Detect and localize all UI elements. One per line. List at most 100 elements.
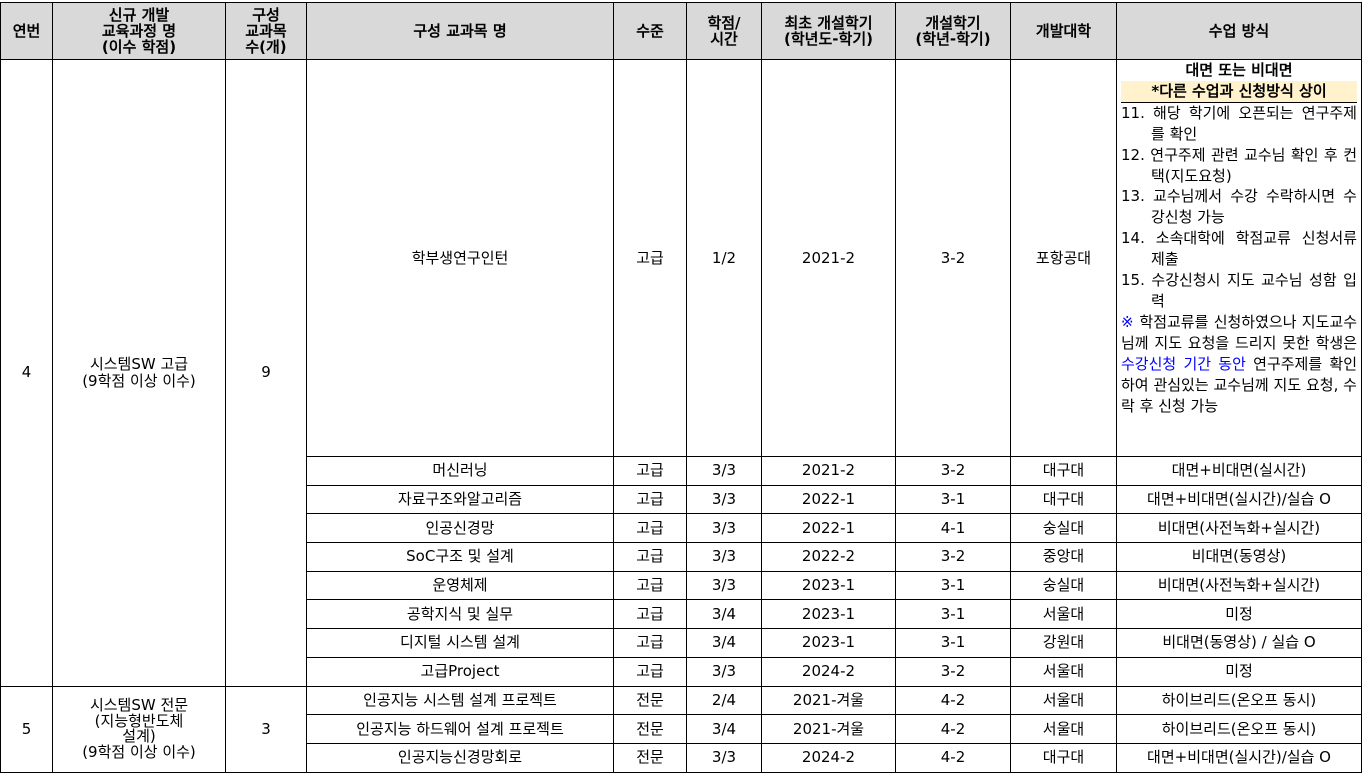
level: 고급 (613, 628, 687, 658)
level: 고급 (613, 513, 687, 544)
university: 대구대 (1010, 742, 1117, 773)
class-type: 비대면(사전녹화+실시간) (1116, 570, 1362, 601)
open-semester: 4-2 (895, 714, 1011, 744)
credit-hours: 3/3 (686, 656, 762, 687)
open-semester: 3-2 (895, 456, 1011, 486)
table-row: 4 시스템SW 고급 (9학점 이상 이수) 9 학부생연구인턴 고급 1/2 2021-2 3… (0, 59, 1362, 687)
open-semester: 3-1 (895, 570, 1011, 601)
class-type: 대면+비대면(실시간)/실습 O (1116, 484, 1362, 515)
program-title: 시스템SW 고급 (89, 354, 189, 373)
university: 대구대 (1010, 484, 1117, 515)
table-row: 고급Project 고급 3/3 2024-2 3-2 서울대 미정 (1, 656, 1362, 687)
table-row: SoC구조 및 설계 고급 3/3 2022-2 3-2 중앙대 비대면(동영상) (1, 542, 1362, 572)
credit-hours: 3/3 (686, 570, 762, 601)
class-type: 미정 (1116, 656, 1362, 687)
university: 서울대 (1010, 656, 1117, 687)
subject-name: 디지털 시스템 설계 (306, 628, 614, 658)
credit-hours: 3/3 (686, 484, 762, 515)
table-row: 인공지능신경망회로 전문 3/3 2024-2 4-2 대구대 대면+비대면(실시간)/실습… (1, 742, 1362, 773)
column-header: 연번 (0, 2, 53, 60)
column-header: 구성 교과목 명 (306, 2, 614, 60)
first-semester: 2023-1 (761, 599, 896, 630)
credit-hours: 2/4 (686, 685, 762, 716)
open-semester: 3-2 (895, 656, 1011, 687)
first-semester: 2024-2 (761, 742, 896, 773)
subject-name: 고급Project (306, 656, 614, 687)
column-header: 최초 개설학기 (학년도-학기) (761, 2, 896, 60)
column-header: 개발대학 (1010, 2, 1117, 60)
note-step: 15. 수강신청시 지도 교수님 성함 입력 (1121, 271, 1357, 310)
class-type: 대면+비대면(실시간) (1116, 456, 1362, 486)
subject-name: 운영체제 (306, 570, 614, 601)
program-credits: (9학점 이상 이수) (82, 743, 196, 762)
open-semester: 3-1 (895, 484, 1011, 515)
university: 강원대 (1010, 628, 1117, 658)
first-semester: 2022-1 (761, 513, 896, 544)
column-header: 신규 개발 교육과정 명 (이수 학점) (52, 2, 226, 60)
credit-hours: 3/3 (686, 742, 762, 773)
first-semester: 2022-1 (761, 484, 896, 515)
university: 서울대 (1010, 685, 1117, 716)
subject-name: 인공지능 시스템 설계 프로젝트 (306, 685, 614, 716)
open-semester: 4-2 (895, 742, 1011, 773)
credit-hours: 1/2 (686, 59, 762, 457)
table-row: 머신러닝 고급 3/3 2021-2 3-2 대구대 대면+비대면(실시간) (1, 456, 1362, 486)
class-type-note: 대면 또는 비대면 *다른 수업과 신청방식 상이 11. 해당 학기에 오픈되는 … (1116, 59, 1362, 457)
university: 숭실대 (1010, 513, 1117, 544)
first-semester: 2023-1 (761, 570, 896, 601)
open-semester: 3-2 (895, 542, 1011, 572)
subject-name: 인공지능신경망회로 (306, 742, 614, 773)
open-semester: 3-1 (895, 599, 1011, 630)
note-step: 14. 소속대학에 학점교류 신청서류 제출 (1121, 229, 1357, 269)
note-emphasis: 수강신청 기간 동안 (1121, 354, 1246, 373)
table-row: 인공신경망 고급 3/3 2022-1 4-1 숭실대 비대면(사전녹화+실시간) (1, 513, 1362, 544)
credit-hours: 3/4 (686, 599, 762, 630)
class-type: 대면+비대면(실시간)/실습 O (1116, 742, 1362, 773)
program-title: 시스템SW 전문 (89, 696, 189, 715)
subject-name: 인공신경망 (306, 513, 614, 544)
level: 전문 (613, 742, 687, 773)
first-semester: 2021-2 (761, 456, 896, 486)
column-header: 수준 (613, 2, 687, 60)
subject-name: 학부생연구인턴 (306, 59, 614, 457)
university: 대구대 (1010, 456, 1117, 486)
class-type: 하이브리드(온오프 동시) (1116, 714, 1362, 744)
credit-hours: 3/3 (686, 513, 762, 544)
class-type: 비대면(동영상) (1116, 542, 1362, 572)
subject-name: 머신러닝 (306, 456, 614, 486)
table-row: 운영체제 고급 3/3 2023-1 3-1 숭실대 비대면(사전녹화+실시간) (1, 570, 1362, 601)
class-type: 하이브리드(온오프 동시) (1116, 685, 1362, 716)
class-type: 미정 (1116, 599, 1362, 630)
first-semester: 2021-겨울 (761, 714, 896, 744)
level: 고급 (613, 656, 687, 687)
first-semester: 2021-2 (761, 59, 896, 457)
university: 중앙대 (1010, 542, 1117, 572)
level: 고급 (613, 599, 687, 630)
open-semester: 4-1 (895, 513, 1011, 544)
university: 서울대 (1010, 714, 1117, 744)
table-row: 공학지식 및 실무 고급 3/4 2023-1 3-1 서울대 미정 (1, 599, 1362, 630)
subject-name: 자료구조와알고리즘 (306, 484, 614, 515)
note-step: 13. 교수님께서 수강 수락하시면 수강신청 가능 (1121, 187, 1357, 227)
column-header: 학점/ 시간 (686, 2, 762, 60)
level: 고급 (613, 59, 687, 457)
open-semester: 3-1 (895, 628, 1011, 658)
row-number: 5 (0, 685, 53, 773)
table-row: 5 시스템SW 전문 (지능형반도체 설계) (9학점 이상 이수) 3 인공지능 시스템… (0, 685, 1362, 773)
program-credits: (9학점 이상 이수) (82, 371, 196, 390)
open-semester: 3-2 (895, 59, 1011, 457)
first-semester: 2022-2 (761, 542, 896, 572)
level: 고급 (613, 456, 687, 486)
note-step: 12. 연구주제 관련 교수님 확인 후 컨택(지도요청) (1121, 145, 1357, 185)
program-name: 시스템SW 전문 (지능형반도체 설계) (9학점 이상 이수) (52, 685, 226, 773)
level: 고급 (613, 542, 687, 572)
subject-name: 인공지능 하드웨어 설계 프로젝트 (306, 714, 614, 744)
open-semester: 4-2 (895, 685, 1011, 716)
credit-hours: 3/3 (686, 542, 762, 572)
table-row: 디지털 시스템 설계 고급 3/4 2023-1 3-1 강원대 비대면(동영상) / 실습… (1, 628, 1362, 658)
university: 숭실대 (1010, 570, 1117, 601)
reference-mark: ※ (1121, 312, 1135, 331)
credit-hours: 3/4 (686, 714, 762, 744)
subject-count: 3 (225, 685, 307, 773)
